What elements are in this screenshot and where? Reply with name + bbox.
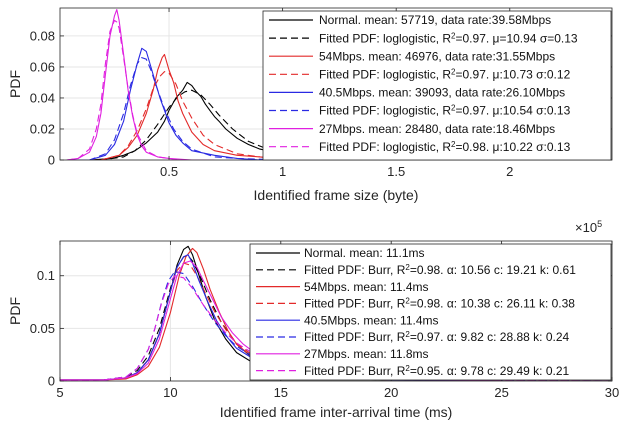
legend-label-1: Fitted PDF: loglogistic, R2=0.97. μ=10.9… [319, 31, 578, 46]
inter-arrival-pdf-chart: 5 10 15 20 25 30 0 0.05 0.1 Identified frame inte… [7, 240, 619, 420]
x-tick-label: 1 [279, 164, 286, 179]
y-tick-label: 0.02 [30, 121, 55, 136]
x-tick-label: 2 [506, 164, 513, 179]
legend-label-6: 27Mbps. mean: 28480, data rate:18.46Mbps [319, 122, 555, 136]
y-tick-label: 0 [48, 153, 55, 168]
x-axis-title: Identified frame size (byte) [254, 187, 419, 203]
x-tick-label: 25 [494, 385, 508, 400]
series-line-6 [66, 9, 215, 160]
y-tick-label: 0.1 [37, 268, 55, 283]
legend-label-4: 40.5Mbps. mean: 39093, data rate:26.10Mb… [319, 86, 565, 100]
legend-label-7: Fitted PDF: Burr, R2=0.95. α: 9.78 c: 29… [304, 363, 570, 378]
y-tick-label: 0.05 [30, 321, 55, 336]
series-line-3 [66, 71, 374, 160]
legend-label-0: Normal. mean: 57719, data rate:39.58Mbps [319, 13, 551, 27]
x-axis-title: Identified frame inter-arrival time (ms) [220, 404, 453, 420]
series-line-1 [66, 89, 510, 160]
legend-label-2: 54Mbps. mean: 11.4ms [304, 280, 429, 294]
y-tick-label: 0.06 [30, 59, 55, 74]
x-tick-label: 20 [384, 385, 398, 400]
y-axis-title: PDF [7, 70, 23, 98]
legend-label-2: 54Mbps. mean: 46976, data rate:31.55Mbps [319, 49, 555, 63]
series-line-5 [66, 57, 283, 160]
series-line-2 [66, 53, 397, 160]
x-tick-label: 15 [274, 385, 288, 400]
x-tick-label: 10 [163, 385, 177, 400]
y-tick-label: 0 [48, 374, 55, 389]
legend-box [262, 10, 612, 161]
legend-label-7: Fitted PDF: loglogistic, R2=0.98. μ:10.2… [319, 139, 571, 154]
legend-label-0: Normal. mean: 11.1ms [304, 246, 425, 260]
legend-label-6: 27Mbps. mean: 11.8ms [304, 347, 429, 361]
legend-box [249, 243, 612, 381]
legend-label-4: 40.5Mbps. mean: 11.4ms [304, 313, 439, 327]
x-axis-multiplier: ×105 [575, 219, 602, 235]
legend-label-5: Fitted PDF: loglogistic, R2=0.97. μ:10.5… [319, 103, 571, 118]
y-tick-label: 0.04 [30, 90, 55, 105]
legend-label-5: Fitted PDF: Burr, R2=0.97. α: 9.82 c: 28… [304, 330, 570, 345]
series-line-1 [60, 255, 612, 381]
x-tick-label: 1.5 [387, 164, 405, 179]
legend: Normal. mean: 57719, data rate:39.58Mbps… [262, 10, 612, 161]
frame-size-pdf-chart: 0.5 1 1.5 2 0 0.02 0.04 0.06 0.08 Identified fram… [7, 7, 613, 235]
legend-label-1: Fitted PDF: Burr, R2=0.98. α: 10.56 c: 1… [304, 263, 576, 278]
x-tick-label: 0.5 [160, 164, 178, 179]
legend: Normal. mean: 11.1ms Fitted PDF: Burr, R2… [249, 243, 612, 381]
x-tick-label: 30 [605, 385, 619, 400]
legend-label-3: Fitted PDF: Burr, R2=0.98. α: 10.38 c: 2… [304, 296, 575, 311]
x-tick-label: 5 [56, 385, 63, 400]
legend-label-3: Fitted PDF: loglogistic, R2=0.97. μ:10.7… [319, 67, 571, 82]
y-axis-title: PDF [7, 297, 23, 325]
plot-frame [59, 240, 613, 382]
y-tick-label: 0.08 [30, 28, 55, 43]
